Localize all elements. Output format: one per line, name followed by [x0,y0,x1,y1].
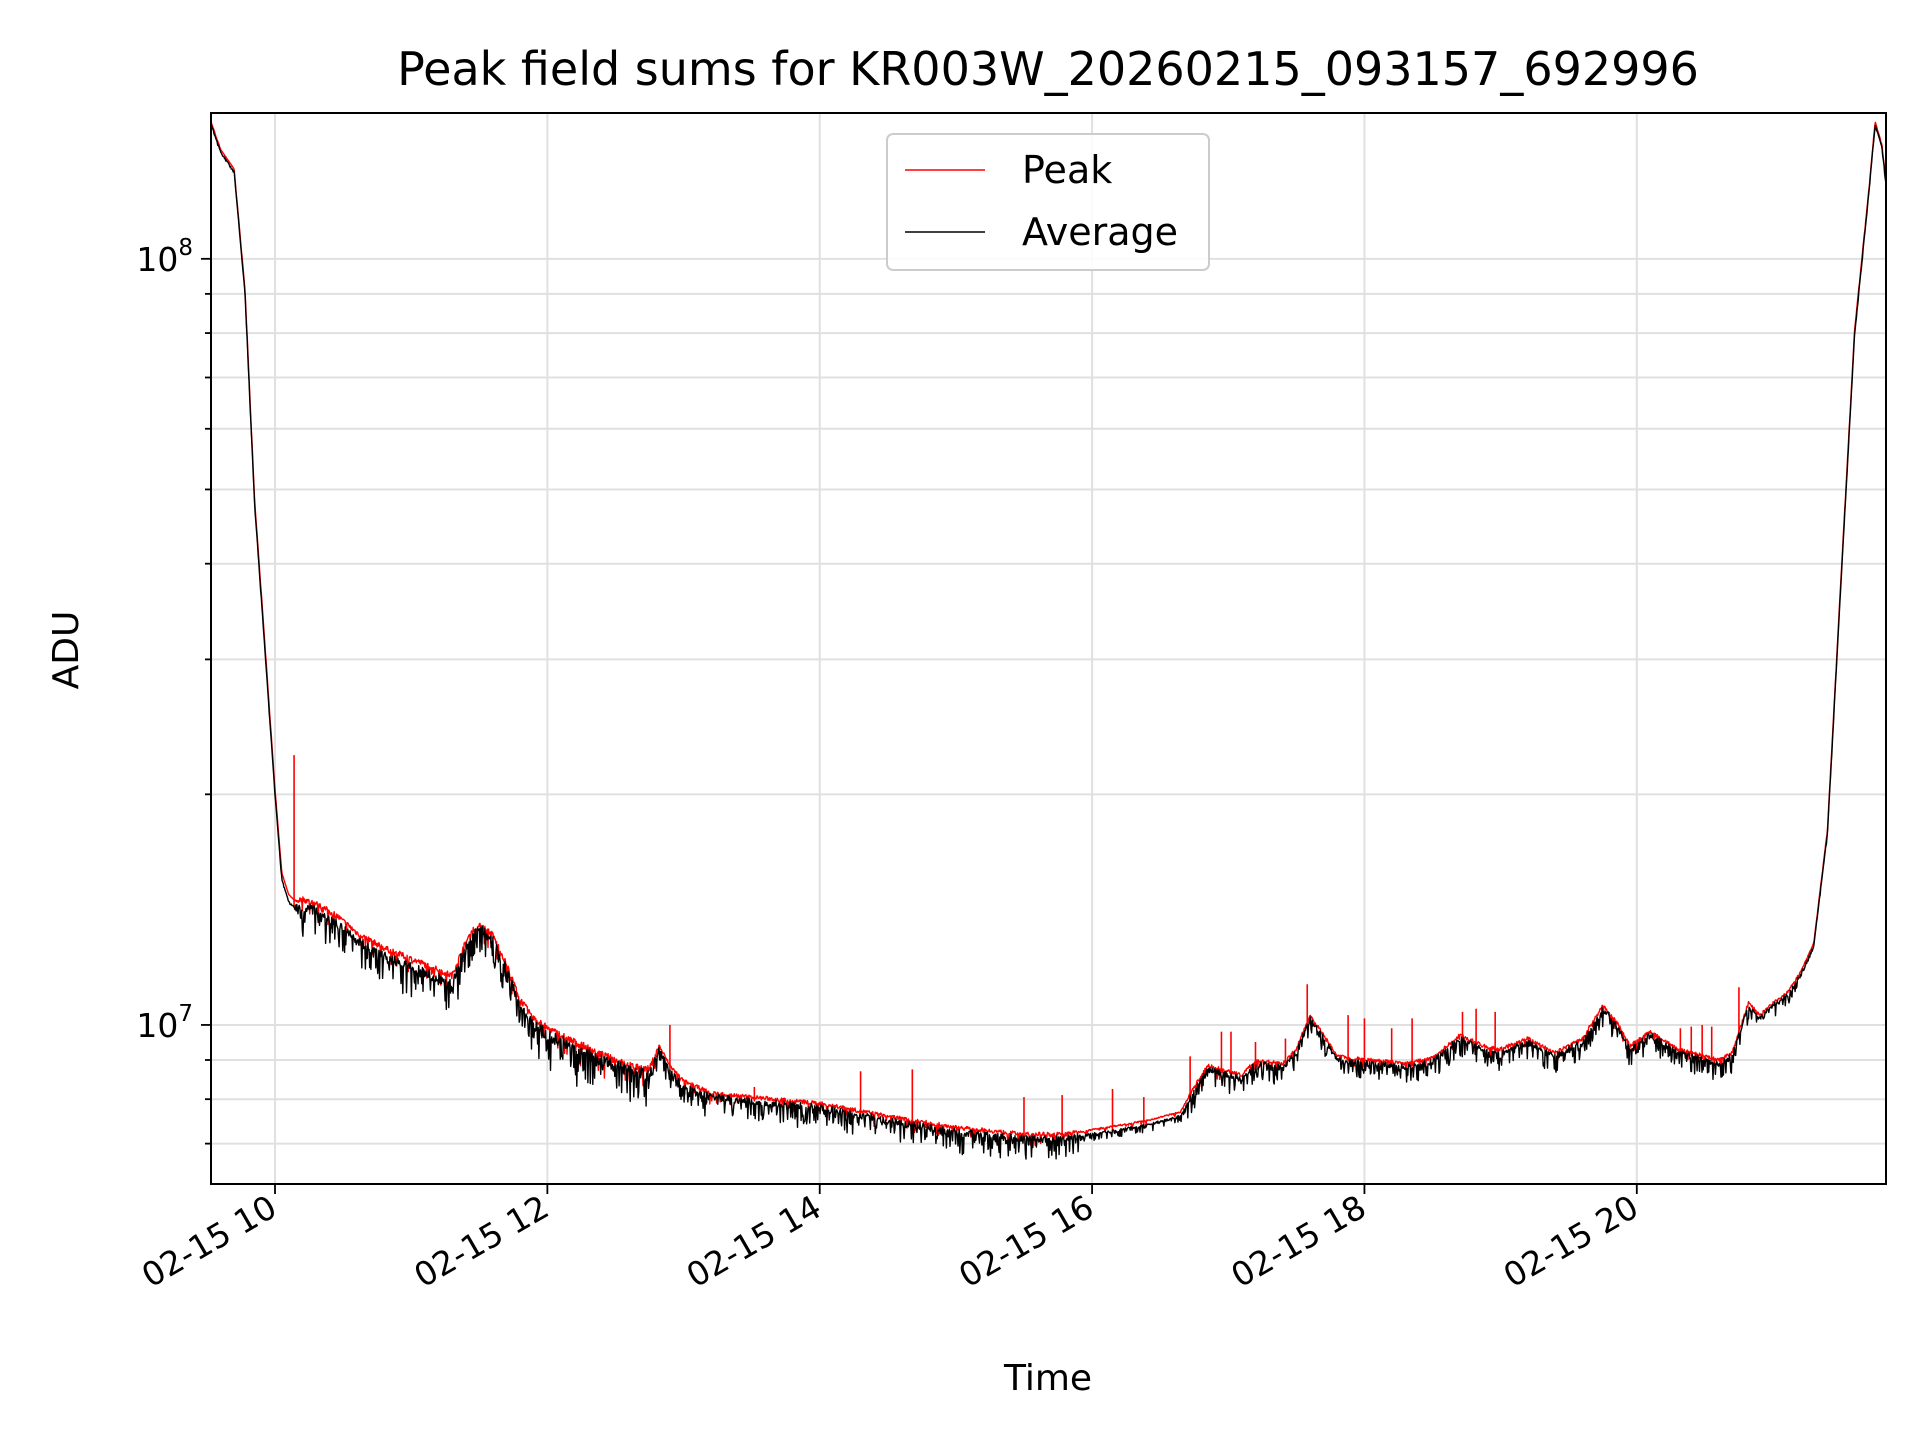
plot-frame [210,112,1887,1185]
y-tick-exponent: 7 [178,1001,193,1027]
legend-box [886,133,1210,271]
y-tick-base: 10 [136,1006,178,1045]
y-tick-exponent: 8 [178,235,193,261]
x-axis-label: Time [1003,1358,1092,1399]
chart-title: Peak field sums for KR003W_20260215_0931… [397,42,1699,96]
legend-peak-label: Peak [1022,148,1112,192]
legend: Peak Average [886,133,1210,271]
y-tick-label: 107 [136,1001,193,1045]
y-tick-label: 108 [136,235,193,279]
y-axis-label: ADU [46,611,87,690]
grid-lines [211,113,1886,1184]
series-layer [211,121,1886,1160]
legend-average-label: Average [1022,210,1178,254]
series-average-line [211,124,1886,1160]
series-peak-line [211,121,1886,1147]
y-tick-base: 10 [136,240,178,279]
